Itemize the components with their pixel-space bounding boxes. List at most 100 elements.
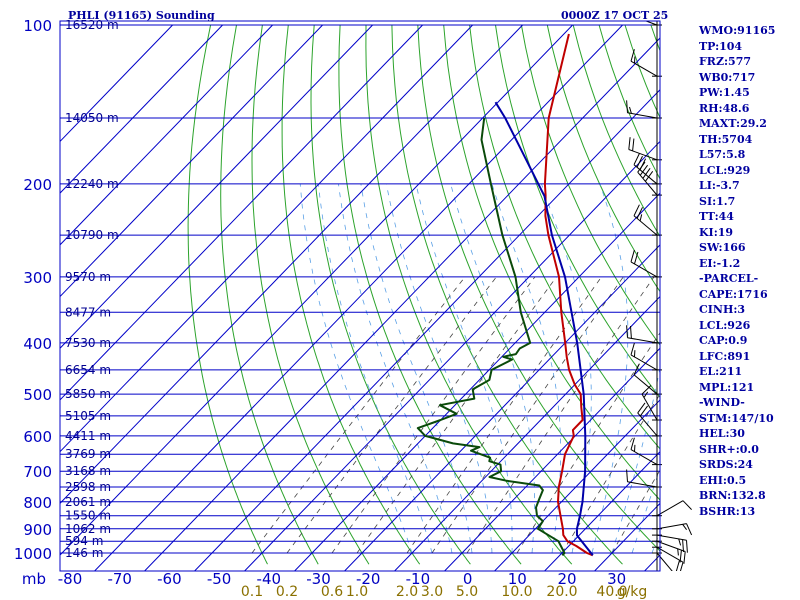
temperature-tick-label: -10 [406, 570, 431, 588]
temperature-tick-label: 10 [508, 570, 527, 588]
index-line: MPL:121 [699, 380, 755, 394]
height-label: 10790 m [65, 228, 119, 242]
height-label: 8477 m [65, 305, 111, 319]
isotherm [60, 24, 423, 401]
isotherm [361, 244, 660, 554]
isotherm [60, 24, 273, 246]
pressure-tick-label: 400 [23, 335, 52, 353]
moist-adiabat [415, 183, 513, 553]
wind-barb [637, 402, 662, 437]
index-line: WB0:717 [699, 70, 756, 84]
wind-barb [652, 546, 684, 571]
index-line: SRDS:24 [699, 458, 753, 471]
pressure-tick-label: 900 [23, 521, 52, 539]
pressure-tick-label: 800 [23, 494, 52, 512]
dry-adiabat [220, 24, 319, 565]
height-label: 16520 m [65, 18, 119, 32]
mixing-ratio-label: 3.0 [421, 584, 443, 600]
index-line: BSHR:13 [699, 504, 756, 518]
stability-indices: WMO:91165 TP:104 FRZ:577 WB0:717 PW:1.45 RH:4… [699, 23, 775, 519]
isotherm [211, 89, 660, 554]
isotherm [60, 24, 373, 349]
isotherm [594, 552, 613, 571]
wind-barb [641, 385, 662, 421]
dewpoint-profile [416, 117, 566, 556]
mixing-ratio-label: 0.2 [276, 584, 298, 600]
pressure-tick-label: 300 [23, 269, 52, 287]
station-title: PHLI (91165) Sounding [68, 9, 215, 22]
index-line: SI:1.7 [699, 194, 736, 208]
moist-adiabat [611, 365, 660, 554]
temperature-tick-label: -60 [157, 570, 182, 588]
index-line: SHR+:0.0 [699, 442, 759, 456]
index-line: PW:1.45 [699, 86, 750, 99]
height-label: 2598 m [65, 480, 111, 494]
moist-adiabat [591, 183, 629, 554]
moist-adiabat [299, 183, 413, 554]
moist-adiabat [491, 183, 561, 554]
height-label: 9570 m [65, 270, 111, 284]
mixing-ratio-line [516, 332, 660, 554]
temperature-tick-label: 30 [607, 570, 626, 588]
parcel-profile [494, 101, 594, 556]
mixing-ratio-label: 5.0 [456, 584, 478, 600]
index-line: LFC:891 [699, 349, 751, 363]
dry-adiabat [469, 24, 660, 450]
height-label: 6654 m [65, 363, 111, 377]
isotherm [561, 450, 660, 554]
mixing-ratio-label: 40.0 [596, 584, 627, 600]
index-line: -WIND- [699, 396, 745, 409]
wind-barb [630, 342, 662, 371]
wind-barb [633, 153, 662, 185]
pressure-tick-label: 600 [23, 428, 52, 446]
height-label: 5850 m [65, 387, 111, 401]
mixing-ratio-label: 0.1 [241, 584, 263, 600]
isotherm [61, 24, 573, 554]
index-line: LCL:926 [699, 318, 751, 332]
temperature-tick-label: -50 [207, 570, 232, 588]
index-line: EHI:0.5 [699, 473, 747, 487]
index-line: EI:-1.2 [699, 256, 741, 270]
isotherm [394, 552, 413, 571]
mixing-ratio-label: 2.0 [396, 584, 418, 600]
height-label: 3168 m [65, 464, 111, 478]
index-line: -PARCEL- [699, 272, 759, 285]
isotherm [461, 347, 660, 554]
wind-barb [652, 523, 693, 536]
index-line: EL:211 [699, 365, 743, 378]
pressure-unit-label: mb [22, 570, 46, 588]
wind-barb [633, 204, 662, 236]
height-label: 1550 m [65, 509, 111, 523]
isotherm [544, 552, 563, 571]
index-line: WMO:91165 [699, 24, 776, 37]
isotherm [244, 552, 263, 571]
isotherm [0, 553, 12, 571]
moist-adiabat [631, 466, 660, 554]
index-line: TT:44 [699, 210, 734, 223]
index-line: CINH:3 [699, 303, 746, 316]
isotherm [411, 295, 660, 554]
index-line: SW:166 [699, 241, 746, 254]
height-label: 12240 m [65, 177, 119, 191]
height-label: 146 m [65, 546, 103, 560]
isotherm [294, 552, 313, 571]
isotherm [194, 552, 213, 571]
sounding-profiles [416, 33, 594, 557]
index-line: KI:19 [699, 225, 734, 239]
temperature-profile [543, 33, 594, 557]
isotherm [60, 24, 173, 143]
index-line: STM:147/10 [699, 411, 774, 425]
index-line: LCL:929 [699, 163, 751, 177]
index-line: L57:5.8 [699, 148, 746, 161]
isotherm [444, 552, 463, 571]
mixing-ratio-label: 10.0 [501, 584, 532, 600]
temperature-tick-label: -40 [257, 570, 282, 588]
mixing-ratio-line [356, 276, 557, 554]
pressure-tick-label: 100 [23, 17, 52, 35]
dry-adiabat [520, 24, 660, 346]
mixing-ratio-label: 1.0 [346, 584, 368, 600]
dry-adiabat [251, 24, 370, 565]
wind-barb [652, 534, 688, 553]
temperature-tick-label: -70 [107, 570, 132, 588]
dry-adiabat [780, 25, 800, 564]
